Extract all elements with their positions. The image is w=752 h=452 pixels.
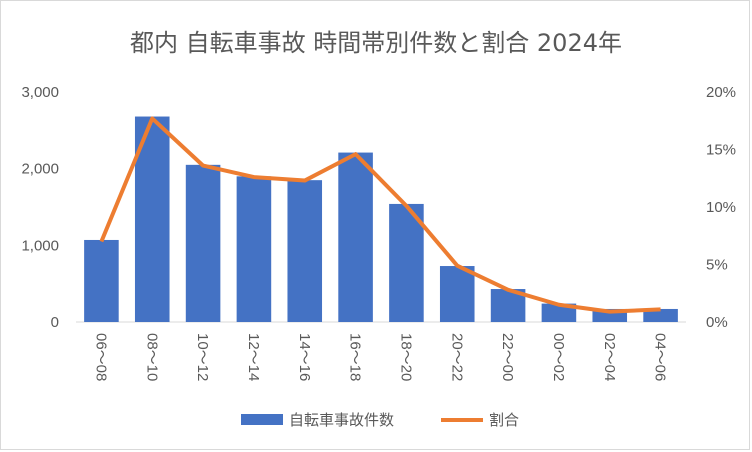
- bar: [338, 152, 373, 322]
- bar: [643, 308, 678, 322]
- category-label: 10～12: [194, 333, 211, 381]
- x-axis-labels: 06～08 08～10 10～12 12～14 14～16 16～18 18～20 20～22…: [92, 333, 668, 381]
- category-label: 22～00: [499, 333, 516, 381]
- legend-swatch-bars: [241, 414, 283, 425]
- left-tick-label: 0: [51, 314, 59, 331]
- category-label: 16～18: [347, 333, 364, 381]
- bar: [541, 303, 577, 322]
- category-label: 14～16: [296, 333, 313, 381]
- category-label: 20～22: [448, 333, 465, 381]
- category-label: 18～20: [397, 333, 414, 381]
- category-label: 00～02: [550, 333, 567, 381]
- bar: [84, 239, 119, 322]
- right-tick-label: 10%: [706, 199, 736, 216]
- left-tick-label: 3,000: [21, 84, 59, 101]
- legend: 自転車事故件数 割合: [241, 411, 519, 429]
- right-tick-label: 0%: [706, 314, 728, 331]
- legend-label-bars: 自転車事故件数: [289, 411, 394, 429]
- category-label: 06～08: [92, 333, 109, 381]
- chart-title: 都内 自転車事故 時間帯別件数と割合 2024年: [130, 29, 622, 57]
- ratio-line: [99, 116, 661, 314]
- category-label: 08～10: [143, 333, 160, 381]
- bar: [236, 176, 272, 322]
- left-axis: 0 1,000 2,000 3,000: [21, 84, 59, 331]
- legend-label-line: 割合: [489, 411, 519, 429]
- bar-series: [84, 116, 678, 323]
- bar: [389, 203, 424, 322]
- right-axis: 0% 5% 10% 15% 20%: [706, 84, 736, 331]
- right-tick-label: 5%: [706, 257, 728, 274]
- bar: [287, 180, 323, 322]
- left-tick-label: 2,000: [21, 161, 59, 178]
- bar: [439, 266, 475, 322]
- bar: [185, 164, 221, 322]
- category-label: 04～06: [652, 333, 669, 381]
- right-tick-label: 15%: [706, 142, 736, 159]
- category-label: 02～04: [601, 333, 618, 381]
- left-tick-label: 1,000: [21, 237, 59, 254]
- right-tick-label: 20%: [706, 84, 736, 101]
- category-label: 12～14: [245, 333, 262, 381]
